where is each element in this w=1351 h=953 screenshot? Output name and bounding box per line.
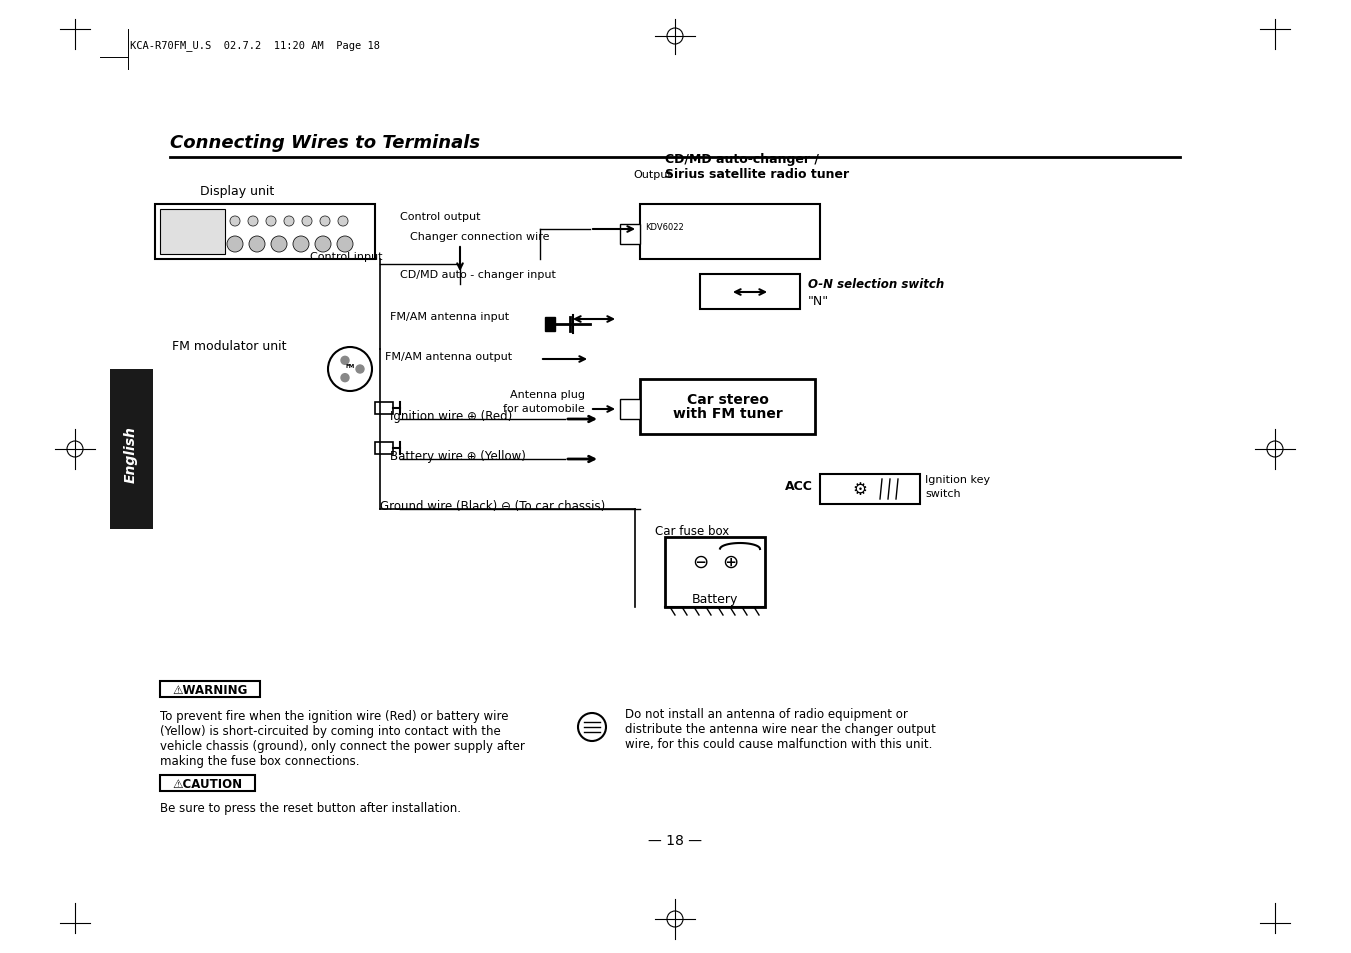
Circle shape [284, 216, 295, 227]
Text: Control input: Control input [309, 252, 382, 262]
Bar [700, 274, 800, 310]
Text: Car stereo: Car stereo [686, 393, 769, 407]
Text: Battery: Battery [692, 593, 738, 605]
Circle shape [357, 366, 363, 374]
Circle shape [249, 236, 265, 253]
Text: FM modulator unit: FM modulator unit [172, 339, 286, 353]
Circle shape [578, 713, 607, 741]
Text: Ground wire (Black) ⊖ (To car chassis): Ground wire (Black) ⊖ (To car chassis) [380, 499, 605, 513]
Text: ⊕: ⊕ [721, 553, 738, 572]
Circle shape [340, 375, 349, 382]
Bar [820, 475, 920, 504]
Text: Ignition key: Ignition key [925, 475, 990, 484]
Circle shape [293, 236, 309, 253]
Text: KCA-R70FM_U.S  02.7.2  11:20 AM  Page 18: KCA-R70FM_U.S 02.7.2 11:20 AM Page 18 [130, 40, 380, 51]
Circle shape [315, 236, 331, 253]
Circle shape [328, 348, 372, 392]
Circle shape [230, 216, 240, 227]
Bar [665, 537, 765, 607]
Text: distribute the antenna wire near the changer output: distribute the antenna wire near the cha… [626, 722, 936, 735]
Bar [155, 205, 376, 260]
Text: ⚙: ⚙ [852, 480, 867, 498]
Text: switch: switch [925, 489, 961, 498]
Bar [159, 775, 255, 791]
Text: Be sure to press the reset button after installation.: Be sure to press the reset button after … [159, 801, 461, 814]
Text: O-N selection switch: O-N selection switch [808, 277, 944, 291]
Text: Sirius satellite radio tuner: Sirius satellite radio tuner [665, 168, 850, 181]
Text: ACC: ACC [785, 479, 813, 493]
Bar [109, 370, 153, 530]
Text: CD/MD auto - changer input: CD/MD auto - changer input [400, 270, 555, 280]
Text: Car fuse box: Car fuse box [655, 524, 730, 537]
Text: Connecting Wires to Terminals: Connecting Wires to Terminals [170, 133, 480, 152]
Text: Battery wire ⊕ (Yellow): Battery wire ⊕ (Yellow) [390, 450, 526, 462]
Text: (Yellow) is short-circuited by coming into contact with the: (Yellow) is short-circuited by coming in… [159, 724, 501, 738]
Circle shape [249, 216, 258, 227]
Circle shape [227, 236, 243, 253]
Bar [640, 379, 815, 435]
Circle shape [340, 357, 349, 365]
Circle shape [338, 216, 349, 227]
Text: KDV6022: KDV6022 [644, 223, 684, 232]
Bar [376, 402, 393, 415]
Text: vehicle chassis (ground), only connect the power supply after: vehicle chassis (ground), only connect t… [159, 740, 526, 752]
Bar [620, 399, 640, 419]
Bar [544, 317, 555, 332]
Text: Output: Output [634, 170, 671, 180]
Text: Antenna plug: Antenna plug [509, 389, 585, 399]
Text: Ignition wire ⊕ (Red): Ignition wire ⊕ (Red) [390, 410, 512, 422]
Bar [376, 442, 393, 455]
Text: — 18 —: — 18 — [648, 833, 703, 847]
Bar [159, 681, 259, 698]
Circle shape [303, 216, 312, 227]
Text: ⊖: ⊖ [692, 553, 708, 572]
Bar [620, 225, 640, 245]
Bar [159, 210, 226, 254]
Text: making the fuse box connections.: making the fuse box connections. [159, 754, 359, 767]
Text: English: English [124, 426, 138, 483]
Text: wire, for this could cause malfunction with this unit.: wire, for this could cause malfunction w… [626, 738, 932, 750]
Text: FM: FM [346, 364, 354, 369]
Text: ⚠CAUTION: ⚠CAUTION [172, 777, 242, 790]
Text: Changer connection wire: Changer connection wire [409, 232, 550, 242]
Text: Do not install an antenna of radio equipment or: Do not install an antenna of radio equip… [626, 707, 908, 720]
Circle shape [272, 236, 286, 253]
Text: with FM tuner: with FM tuner [673, 407, 782, 421]
Text: FM/AM antenna output: FM/AM antenna output [385, 352, 512, 361]
Text: To prevent fire when the ignition wire (Red) or battery wire: To prevent fire when the ignition wire (… [159, 709, 508, 722]
Text: CD/MD auto-changer /: CD/MD auto-changer / [665, 152, 819, 166]
Text: FM/AM antenna input: FM/AM antenna input [390, 312, 509, 322]
Circle shape [266, 216, 276, 227]
Text: "N": "N" [808, 294, 830, 308]
Bar [640, 205, 820, 260]
Text: ⚠WARNING: ⚠WARNING [173, 682, 247, 696]
Text: for automobile: for automobile [504, 404, 585, 414]
Circle shape [336, 236, 353, 253]
Text: Control output: Control output [400, 212, 481, 222]
Circle shape [320, 216, 330, 227]
Text: Display unit: Display unit [200, 185, 274, 198]
